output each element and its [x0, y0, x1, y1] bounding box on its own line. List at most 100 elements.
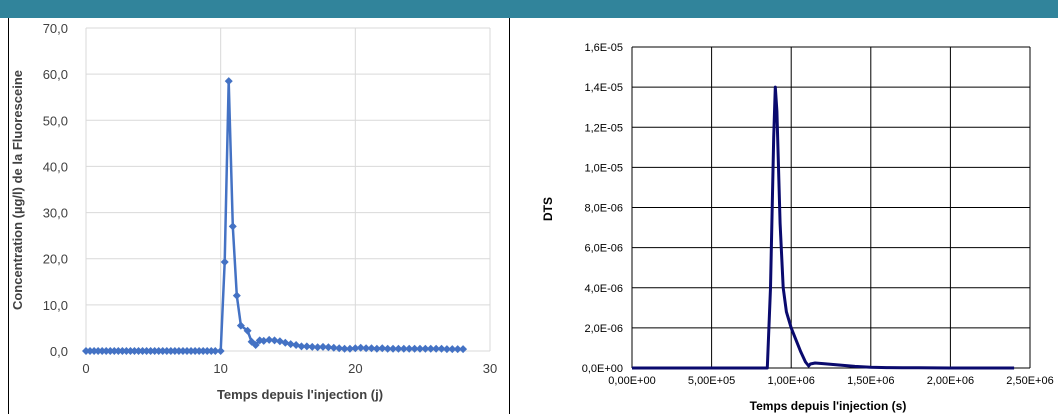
left-data-point [220, 257, 229, 266]
left-data-point [199, 347, 208, 355]
right-x-tick-label: 1,00E+06 [767, 375, 814, 387]
left-data-point [174, 347, 183, 355]
right-x-tick-label: 5,00E+05 [688, 375, 735, 387]
right-series-line [632, 85, 1015, 370]
left-y-tick-label: 0,0 [50, 344, 68, 359]
left-data-point [448, 345, 457, 354]
left-y-tick-label: 30,0 [43, 206, 68, 221]
left-data-point [442, 345, 451, 354]
left-data-point [94, 347, 103, 355]
left-data-point [367, 344, 376, 353]
left-data-point [270, 336, 279, 345]
left-data-point [251, 341, 260, 350]
left-x-tick-label: 20 [348, 361, 362, 376]
left-data-point [345, 344, 354, 353]
left-data-point [228, 222, 237, 231]
right-y-tick-labels: 0,0E+00 2,0E-06 4,0E-06 6,0E-06 8,0E-06 1,0E-… [582, 42, 623, 375]
left-data-point [191, 347, 200, 355]
left-y-tick-labels: 0,0 10,0 20,0 30,0 40,0 50,0 60,0 70,0 [43, 21, 68, 359]
left-data-point [82, 347, 90, 355]
left-y-tick-label: 40,0 [43, 159, 68, 174]
left-data-point [383, 344, 392, 353]
left-data-point [150, 347, 159, 355]
right-x-tick-labels: 0,00E+00 5,00E+05 1,00E+06 1,50E+06 2,00E+06… [608, 375, 1053, 387]
left-x-tick-label: 0 [82, 361, 89, 376]
right-gridlines [631, 46, 1031, 369]
left-x-tick-labels: 0 10 20 30 [82, 361, 497, 376]
left-gridlines [85, 27, 491, 352]
middle-frame-line [509, 18, 510, 414]
left-data-point [134, 347, 143, 355]
left-series [82, 77, 468, 355]
left-data-point [138, 347, 147, 355]
left-data-point [142, 347, 151, 355]
right-x-tick-label: 0,00E+00 [608, 375, 655, 387]
right-x-tick-label: 2,50E+06 [1006, 375, 1053, 387]
left-data-point [126, 347, 135, 355]
left-data-point [421, 344, 430, 353]
left-data-point [236, 321, 245, 330]
left-data-point [426, 344, 435, 353]
right-y-tick-label: 0,0E+00 [582, 363, 623, 375]
left-data-point [154, 347, 163, 355]
left-data-point [195, 347, 204, 355]
left-data-point [335, 344, 344, 353]
left-data-point [259, 336, 268, 345]
left-data-point [432, 344, 441, 353]
left-data-point [203, 347, 212, 355]
left-data-point [110, 347, 119, 355]
left-data-point [130, 347, 139, 355]
left-data-point [362, 344, 371, 353]
left-x-tick-label: 30 [483, 361, 497, 376]
left-data-point [405, 344, 414, 353]
left-data-point [410, 344, 419, 353]
left-data-point [389, 344, 398, 353]
left-data-point [216, 347, 225, 355]
left-y-tick-label: 10,0 [43, 298, 68, 313]
right-x-tick-label: 1,50E+06 [847, 375, 894, 387]
right-y-tick-label: 2,0E-06 [584, 323, 623, 335]
left-y-tick-label: 50,0 [43, 113, 68, 128]
left-data-point [122, 347, 131, 355]
right-y-tick-label: 8,0E-06 [584, 203, 623, 215]
left-x-axis-label: Temps depuis l'injection (j) [217, 387, 383, 402]
left-data-point [324, 343, 333, 352]
right-x-tick-label: 2,00E+06 [927, 375, 974, 387]
left-data-point [459, 345, 468, 354]
top-banner [0, 0, 1058, 18]
right-y-tick-label: 6,0E-06 [584, 243, 623, 255]
left-data-point [302, 342, 311, 351]
left-data-point [281, 338, 290, 347]
left-x-tick-label: 10 [213, 361, 227, 376]
left-data-point [313, 343, 322, 352]
left-data-point [340, 344, 349, 353]
left-data-point [187, 347, 196, 355]
left-data-point [211, 347, 220, 355]
left-data-point [453, 345, 462, 354]
left-y-tick-label: 60,0 [43, 67, 68, 82]
left-data-point [394, 344, 403, 353]
right-series [632, 85, 1015, 370]
left-data-point [207, 347, 216, 355]
left-data-point [415, 344, 424, 353]
left-data-point [308, 342, 317, 351]
left-data-point [243, 326, 252, 335]
left-frame-line [8, 18, 9, 414]
left-data-point [265, 335, 274, 344]
right-y-axis-label: DTS [541, 197, 555, 221]
left-data-point [102, 347, 111, 355]
right-y-tick-label: 1,6E-05 [584, 42, 623, 54]
left-data-point [183, 347, 191, 355]
right-y-tick-label: 4,0E-06 [584, 283, 623, 295]
left-data-point [146, 347, 155, 355]
left-data-point [166, 347, 175, 355]
left-data-point [399, 344, 408, 353]
left-data-point [275, 337, 284, 346]
left-data-point [356, 343, 365, 352]
left-data-point [98, 347, 107, 355]
left-data-point [378, 344, 387, 353]
left-data-point [329, 343, 338, 352]
left-data-point [292, 341, 301, 350]
left-y-axis-label: Concentration (µg/l) de la Fluoresceine [10, 70, 25, 310]
right-y-tick-label: 1,2E-05 [584, 122, 623, 134]
